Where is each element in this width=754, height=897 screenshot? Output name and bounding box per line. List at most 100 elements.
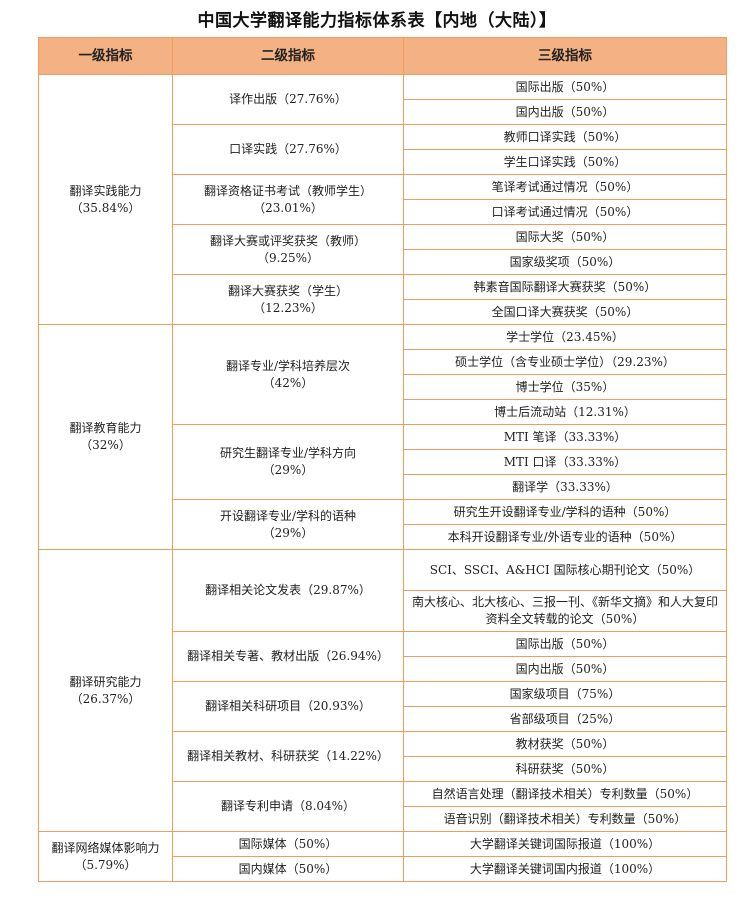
header-level3: 三级指标 <box>403 37 727 75</box>
level2-cell-text: 国际媒体（50%） <box>238 836 338 851</box>
level2-cell: 翻译专业/学科培养层次 （42%） <box>172 324 404 425</box>
level3-cell: 国家级奖项（50%） <box>403 249 727 275</box>
level3-cell: 本科开设翻译专业/外语专业的语种（50%） <box>403 524 727 550</box>
level2-cell-text: （23.01%） <box>253 200 323 215</box>
level2-cell-text: （12.23%） <box>253 300 323 315</box>
level2-cell-text: 翻译专利申请（8.04%） <box>220 799 356 813</box>
table-body: 翻译实践能力 （35.84%） 译作出版（27.76%） 国际出版（50%） 国内出版（… <box>38 74 727 882</box>
table-row: 语音识别（翻译技术相关）专利数量（50%） <box>39 806 727 832</box>
table-row: 国内出版（50%） <box>39 656 727 682</box>
level2-cell: 翻译大赛或评奖获奖（教师） （9.25%） <box>172 224 404 275</box>
header-row: 一级指标 二级指标 三级指标 <box>38 37 727 75</box>
level2-cell-text: 国内媒体（50%） <box>238 861 338 876</box>
level3-cell: 科研获奖（50%） <box>403 756 727 782</box>
table-row: 国内出版（50%） <box>39 99 727 125</box>
level2-cell-text: 翻译资格证书考试（教师学生） <box>203 183 372 198</box>
level3-cell: 国内出版（50%） <box>403 99 727 125</box>
level3-cell: 笔译考试通过情况（50%） <box>403 174 727 200</box>
level1-cell: 翻译研究能力 （26.37%） <box>38 549 173 832</box>
level3-cell: 国际出版（50%） <box>403 74 727 100</box>
level3-cell: 学士学位（23.45%） <box>403 324 727 350</box>
table-row: 翻译相关专著、教材出版（26.94%） 国际出版（50%） <box>39 631 727 682</box>
level1-cell-text: 翻译实践能力 <box>69 183 142 198</box>
level3-cell: 学生口译实践（50%） <box>403 149 727 175</box>
table-row: 省部级项目（25%） <box>39 706 727 732</box>
level2-cell: 研究生翻译专业/学科方向 （29%） <box>172 424 404 500</box>
level2-cell-text: 研究生翻译专业/学科方向 <box>219 446 357 460</box>
level2-cell: 翻译专利申请（8.04%） <box>172 781 404 832</box>
level3-cell: 口译考试通过情况（50%） <box>403 199 727 225</box>
header-level1: 一级指标 <box>38 37 173 75</box>
level3-cell: 研究生开设翻译专业/学科的语种（50%） <box>403 499 727 525</box>
table-row: 翻译大赛获奖（学生） （12.23%） 韩素音国际翻译大赛获奖（50%） <box>39 274 727 325</box>
level3-cell: 大学翻译关键词国内报道（100%） <box>403 856 727 882</box>
level3-cell: 自然语言处理（翻译技术相关）专利数量（50%） <box>403 781 727 807</box>
table-row: 开设翻译专业/学科的语种 （29%） 研究生开设翻译专业/学科的语种（50%） <box>39 499 727 550</box>
level3-cell: 南大核心、北大核心、三报一刊、《新华文摘》和人大复印资料全文转载的论文（50%） <box>403 590 727 632</box>
table-row: 翻译实践能力 （35.84%） 译作出版（27.76%） 国际出版（50%） <box>38 74 727 325</box>
level2-cell-text: 译作出版（27.76%） <box>229 92 347 106</box>
level2-cell: 开设翻译专业/学科的语种 （29%） <box>172 499 404 550</box>
level3-cell: MTI 口译（33.33%） <box>403 449 727 475</box>
level1-cell: 翻译实践能力 （35.84%） <box>38 74 173 325</box>
level3-cell: 教师口译实践（50%） <box>403 124 727 150</box>
level1-cell-text: 翻译网络媒体影响力 <box>51 840 160 855</box>
level3-cell: 国内出版（50%） <box>403 656 727 682</box>
table-row: 国家级奖项（50%） <box>39 249 727 275</box>
table-row: 口译实践（27.76%） 教师口译实践（50%） <box>39 124 727 175</box>
level3-cell: 博士后流动站（12.31%） <box>403 399 727 425</box>
level2-cell-text: （42%） <box>262 375 314 390</box>
level1-cell-text: （32%） <box>80 438 131 452</box>
level2-cell: 翻译相关教材、科研获奖（14.22%） <box>172 731 404 782</box>
level3-cell: 大学翻译关键词国际报道（100%） <box>403 831 727 857</box>
table-row: 翻译相关教材、科研获奖（14.22%） 教材获奖（50%） <box>39 731 727 782</box>
level3-cell: 韩素音国际翻译大赛获奖（50%） <box>403 274 727 300</box>
level1-cell-text: 翻译研究能力 <box>69 674 142 689</box>
table-row: 学生口译实践（50%） <box>39 149 727 175</box>
level2-cell: 口译实践（27.76%） <box>172 124 404 175</box>
table-row: 科研获奖（50%） <box>39 756 727 782</box>
level2-cell-text: 翻译大赛获奖（学生） <box>227 283 348 298</box>
level2-cell: 翻译相关论文发表（29.87%） <box>172 549 404 632</box>
level2-cell: 国际媒体（50%） <box>172 831 404 857</box>
table-row: 翻译相关科研项目（20.93%） 国家级项目（75%） <box>39 681 727 732</box>
level3-cell: 硕士学位（含专业硕士学位）（29.23%） <box>403 349 727 375</box>
table-row: 国内媒体（50%） 大学翻译关键词国内报道（100%） <box>39 856 727 882</box>
level1-cell: 翻译教育能力 （32%） <box>38 324 173 550</box>
table-row: 本科开设翻译专业/外语专业的语种（50%） <box>39 524 727 550</box>
level1-cell-text: （26.37%） <box>70 691 141 706</box>
level2-cell-text: （29%） <box>262 525 314 540</box>
level2-cell-text: 开设翻译专业/学科的语种 <box>219 508 357 523</box>
header-level2: 二级指标 <box>172 37 404 75</box>
level2-cell-text: 翻译专业/学科培养层次 <box>225 358 351 373</box>
level3-cell: SCI、SSCI、A&HCI 国际核心期刊论文（50%） <box>403 549 727 591</box>
table-row: 口译考试通过情况（50%） <box>39 199 727 225</box>
table-row: MTI 口译（33.33%） <box>39 449 727 475</box>
level3-cell: 省部级项目（25%） <box>403 706 727 732</box>
level2-cell-text: 翻译相关论文发表（29.87%） <box>205 583 371 597</box>
level3-cell: 博士学位（35%） <box>403 374 727 400</box>
level3-cell: 翻译学（33.33%） <box>403 474 727 500</box>
level3-cell: 国际大奖（50%） <box>403 224 727 250</box>
level3-cell: 教材获奖（50%） <box>403 731 727 757</box>
level2-cell-text: 翻译相关科研项目（20.93%） <box>205 699 371 713</box>
level2-cell-text: 翻译大赛或评奖获奖（教师） <box>209 233 366 248</box>
level1-cell-text: 翻译教育能力 <box>69 421 142 435</box>
level2-cell: 国内媒体（50%） <box>172 856 404 882</box>
level2-cell: 翻译资格证书考试（教师学生） （23.01%） <box>172 174 404 225</box>
level1-cell-text: （35.84%） <box>70 200 141 215</box>
level2-cell-text: 口译实践（27.76%） <box>229 142 347 156</box>
table-row: 翻译研究能力 （26.37%） 翻译相关论文发表（29.87%） SCI、SSCI、A… <box>38 549 727 832</box>
level2-cell: 翻译相关科研项目（20.93%） <box>172 681 404 732</box>
level2-cell: 译作出版（27.76%） <box>172 74 404 125</box>
table-row: 研究生翻译专业/学科方向 （29%） MTI 笔译（33.33%） <box>39 424 727 500</box>
level2-cell: 翻译相关专著、教材出版（26.94%） <box>172 631 404 682</box>
level2-cell-text: 翻译相关教材、科研获奖（14.22%） <box>187 749 389 763</box>
level3-cell: 语音识别（翻译技术相关）专利数量（50%） <box>403 806 727 832</box>
table-row: 翻译教育能力 （32%） 翻译专业/学科培养层次 （42%） 学士学位（23.45%） <box>38 324 727 550</box>
indicator-table: 一级指标 二级指标 三级指标 翻译实践能力 （35.84%） 译作出版（27.76%… <box>38 37 727 882</box>
table-row: 翻译大赛或评奖获奖（教师） （9.25%） 国际大奖（50%） <box>39 224 727 275</box>
table-row: 翻译资格证书考试（教师学生） （23.01%） 笔译考试通过情况（50%） <box>39 174 727 225</box>
level1-cell-text: （5.79%） <box>74 857 137 872</box>
level2-cell: 翻译大赛获奖（学生） （12.23%） <box>172 274 404 325</box>
